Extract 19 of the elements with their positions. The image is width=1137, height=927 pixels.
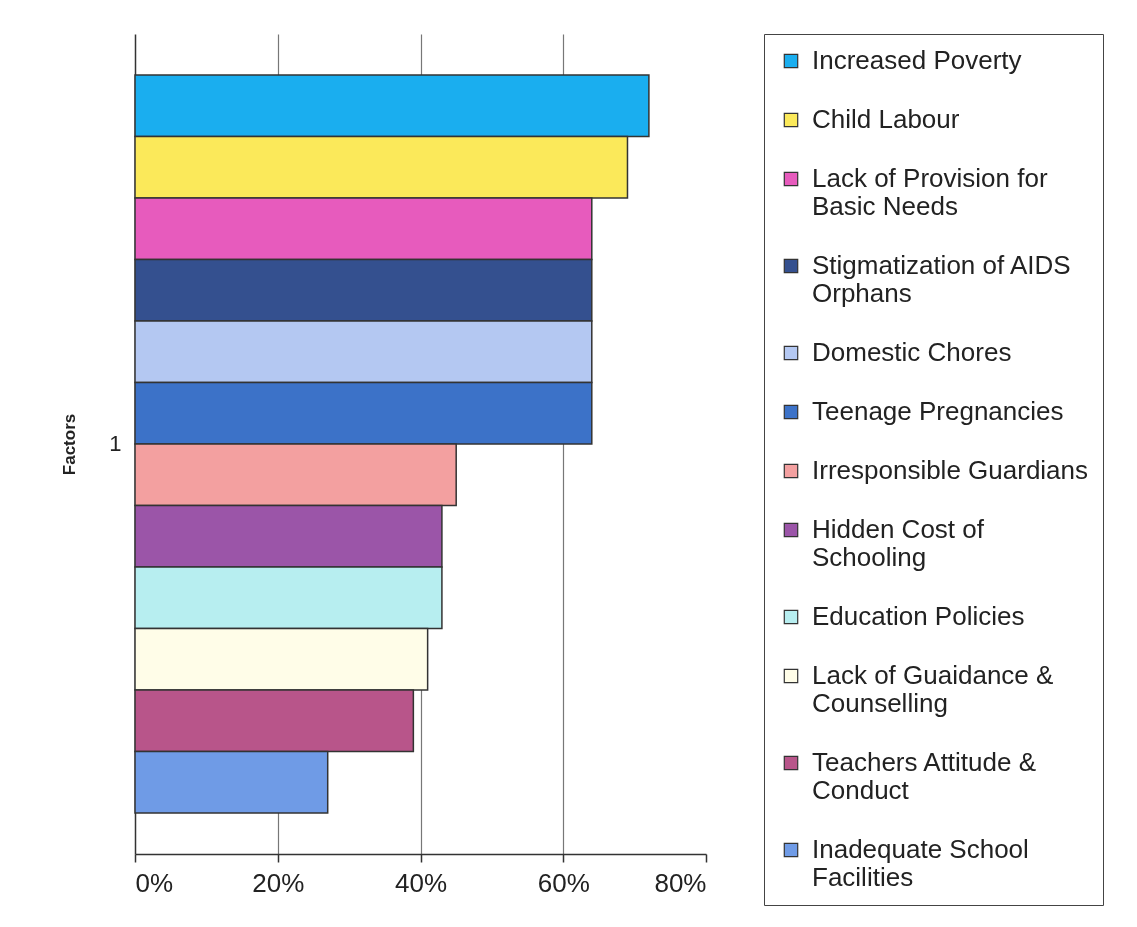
x-tick-label: 60% (537, 867, 590, 898)
legend-label: Hidden Cost of Schooling (812, 514, 985, 572)
legend-label: Child Labour (812, 104, 960, 134)
legend-label: Lack of Provision for Basic Needs (812, 163, 1048, 221)
legend-label: Domestic Chores (812, 337, 1012, 367)
x-tick-label: 0% (135, 867, 174, 898)
legend-label: Education Policies (812, 601, 1025, 631)
y-axis-title: Factors (60, 413, 80, 476)
x-tick-label: 80% (654, 867, 707, 898)
legend-label: Stigmatization of AIDS Orphans (812, 250, 1071, 308)
legend-label: Teenage Pregnancies (812, 396, 1064, 426)
legend-label: Irresponsible Guardians (812, 455, 1089, 485)
x-tick-label: 20% (252, 867, 305, 898)
legend-label: Increased Poverty (812, 45, 1022, 75)
legend-label: Lack of Guaidance & Counselling (812, 660, 1054, 718)
x-tick-label: 40% (394, 867, 448, 898)
legend-label: Teachers Attitude & Conduct (812, 747, 1037, 805)
y-tick-label: 1 (109, 431, 122, 456)
legend-label: Inadequate School Facilities (812, 834, 1029, 892)
